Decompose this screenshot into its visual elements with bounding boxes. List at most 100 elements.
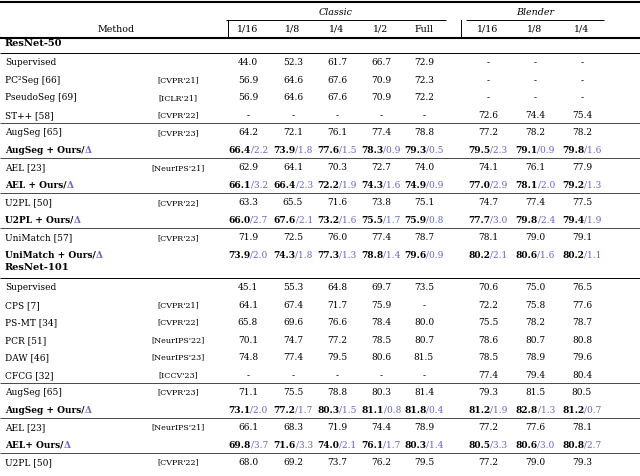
Text: -: - (580, 93, 584, 102)
Text: 72.6: 72.6 (478, 111, 498, 120)
Text: 75.9: 75.9 (404, 216, 426, 225)
Text: 64.6: 64.6 (283, 76, 303, 85)
Text: 78.2: 78.2 (525, 318, 545, 327)
Text: /3.2: /3.2 (251, 181, 268, 190)
Text: Δ: Δ (74, 216, 81, 225)
Text: 78.7: 78.7 (572, 318, 592, 327)
Text: 77.6: 77.6 (317, 146, 339, 155)
Text: /3.0: /3.0 (490, 216, 508, 225)
Text: 78.8: 78.8 (414, 129, 434, 138)
Text: 74.9: 74.9 (404, 181, 426, 190)
Text: AEL [23]: AEL [23] (5, 163, 45, 172)
Text: 80.6: 80.6 (515, 441, 538, 450)
Text: 66.1: 66.1 (238, 423, 258, 432)
Text: 78.2: 78.2 (572, 129, 592, 138)
Text: 79.4: 79.4 (563, 216, 584, 225)
Text: /1.9: /1.9 (490, 406, 508, 415)
Text: ResNet-101: ResNet-101 (5, 264, 70, 272)
Text: 69.6: 69.6 (283, 318, 303, 327)
Text: 56.9: 56.9 (238, 93, 258, 102)
Text: /2.9: /2.9 (490, 181, 508, 190)
Text: 80.5: 80.5 (572, 388, 592, 397)
Text: 73.9: 73.9 (273, 146, 296, 155)
Text: PCR [51]: PCR [51] (5, 336, 46, 345)
Text: AugSeg + Ours/: AugSeg + Ours/ (5, 146, 84, 155)
Text: 77.2: 77.2 (273, 406, 295, 415)
Text: 77.6: 77.6 (525, 423, 545, 432)
Text: /1.3: /1.3 (538, 406, 555, 415)
Text: ResNet-50: ResNet-50 (5, 39, 63, 48)
Text: 80.8: 80.8 (572, 336, 592, 345)
Text: [CVPR'23]: [CVPR'23] (157, 389, 199, 397)
Text: 68.0: 68.0 (238, 458, 258, 467)
Text: 63.3: 63.3 (238, 198, 258, 208)
Text: 78.3: 78.3 (361, 146, 383, 155)
Text: 61.7: 61.7 (327, 59, 347, 68)
Text: 76.6: 76.6 (327, 318, 347, 327)
Text: 1/4: 1/4 (574, 25, 589, 34)
Text: 66.4: 66.4 (228, 146, 251, 155)
Text: -: - (534, 93, 536, 102)
Text: 73.5: 73.5 (414, 283, 434, 292)
Text: 1/8: 1/8 (285, 25, 301, 34)
Text: /0.9: /0.9 (383, 146, 401, 155)
Text: 74.7: 74.7 (283, 336, 303, 345)
Text: 72.2: 72.2 (317, 181, 339, 190)
Text: 76.0: 76.0 (327, 233, 347, 242)
Text: 64.6: 64.6 (283, 93, 303, 102)
Text: /1.7: /1.7 (383, 216, 401, 225)
Text: 74.0: 74.0 (414, 163, 434, 172)
Text: [NeurIPS'21]: [NeurIPS'21] (151, 424, 205, 432)
Text: U2PL [50]: U2PL [50] (5, 458, 52, 467)
Text: 74.3: 74.3 (361, 181, 383, 190)
Text: 74.3: 74.3 (273, 251, 296, 260)
Text: /2.3: /2.3 (490, 146, 508, 155)
Text: Δ: Δ (84, 406, 92, 415)
Text: 72.2: 72.2 (414, 93, 434, 102)
Text: PseudoSeg [69]: PseudoSeg [69] (5, 93, 77, 102)
Text: -: - (291, 111, 294, 120)
Text: 77.6: 77.6 (572, 301, 592, 310)
Text: /1.1: /1.1 (584, 251, 602, 260)
Text: 75.9: 75.9 (371, 301, 391, 310)
Text: 79.3: 79.3 (478, 388, 498, 397)
Text: 64.8: 64.8 (327, 283, 347, 292)
Text: [NeurIPS'21]: [NeurIPS'21] (151, 164, 205, 172)
Text: 74.4: 74.4 (525, 111, 545, 120)
Text: /1.9: /1.9 (584, 216, 602, 225)
Text: 78.5: 78.5 (371, 336, 391, 345)
Text: 1/16: 1/16 (237, 25, 259, 34)
Text: 55.3: 55.3 (283, 283, 303, 292)
Text: -: - (246, 371, 250, 380)
Text: 74.1: 74.1 (478, 163, 498, 172)
Text: 70.3: 70.3 (327, 163, 347, 172)
Text: 69.2: 69.2 (283, 458, 303, 467)
Text: -: - (291, 371, 294, 380)
Text: /2.1: /2.1 (490, 251, 508, 260)
Text: 79.3: 79.3 (404, 146, 426, 155)
Text: /1.5: /1.5 (339, 406, 357, 415)
Text: 74.7: 74.7 (478, 198, 498, 208)
Text: 78.4: 78.4 (371, 318, 391, 327)
Text: 80.7: 80.7 (414, 336, 434, 345)
Text: 72.2: 72.2 (478, 301, 498, 310)
Text: -: - (380, 371, 383, 380)
Text: -: - (486, 59, 490, 68)
Text: 75.5: 75.5 (478, 318, 498, 327)
Text: 80.2: 80.2 (563, 251, 584, 260)
Text: 78.9: 78.9 (525, 353, 545, 362)
Text: /1.4: /1.4 (383, 251, 401, 260)
Text: 72.9: 72.9 (414, 59, 434, 68)
Text: 71.9: 71.9 (238, 233, 258, 242)
Text: 66.4: 66.4 (273, 181, 296, 190)
Text: 77.2: 77.2 (478, 458, 498, 467)
Text: 72.1: 72.1 (283, 129, 303, 138)
Text: -: - (534, 59, 536, 68)
Text: /1.6: /1.6 (383, 181, 401, 190)
Text: 73.2: 73.2 (317, 216, 339, 225)
Text: UniMatch [57]: UniMatch [57] (5, 233, 72, 242)
Text: [CVPR'21]: [CVPR'21] (157, 301, 199, 309)
Text: 71.1: 71.1 (238, 388, 258, 397)
Text: [CVPR'22]: [CVPR'22] (157, 111, 199, 119)
Text: 80.3: 80.3 (404, 441, 426, 450)
